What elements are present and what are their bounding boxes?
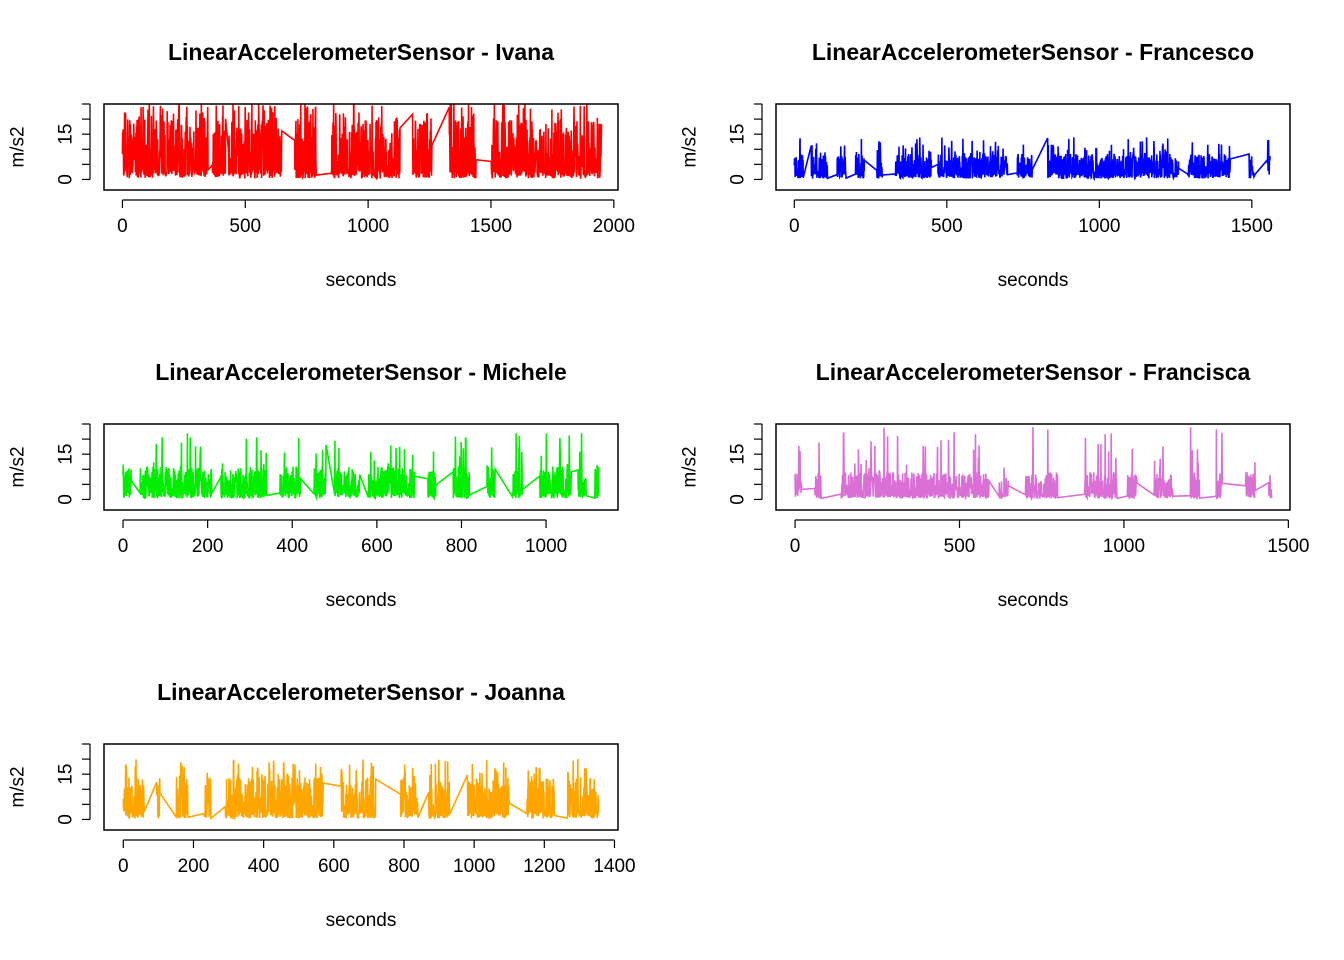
chart-title: LinearAccelerometerSensor - Francesco: [812, 39, 1254, 65]
chart-panel-4: LinearAccelerometerSensor - Francisca 0 50…: [680, 359, 1310, 611]
y-axis-label: m/s2: [8, 446, 29, 487]
x-tick-label: 1500: [1267, 536, 1309, 557]
x-tick-label: 1500: [470, 216, 512, 237]
y-axis: 0 15: [56, 743, 91, 825]
data-series-line: [794, 427, 1273, 502]
x-tick-label: 1000: [347, 216, 389, 237]
y-axis: 0 15: [728, 103, 763, 185]
x-tick-label: 1400: [593, 856, 635, 877]
data-series-line: [122, 433, 600, 502]
y-axis-label: m/s2: [8, 766, 29, 807]
y-tick-label: 0: [56, 174, 77, 185]
x-axis: 0 200 400 600 800 1000: [118, 519, 567, 557]
x-tick-label: 1200: [523, 856, 565, 877]
x-tick-label: 800: [446, 536, 478, 557]
plot-frame: [103, 743, 619, 831]
x-axis-label: seconds: [998, 270, 1069, 291]
x-tick-label: 1000: [453, 856, 495, 877]
chart-title: LinearAccelerometerSensor - Joanna: [157, 679, 565, 705]
x-axis: 0 500 1000 1500: [789, 199, 1273, 237]
y-tick-label: 0: [56, 814, 77, 825]
x-tick-label: 1500: [1231, 216, 1273, 237]
x-tick-label: 200: [178, 856, 210, 877]
x-axis: 0 500 1000 1500 2000: [117, 199, 635, 237]
panels: LinearAccelerometerSensor - Ivana 0 500 100…: [8, 39, 1310, 931]
chart-title: LinearAccelerometerSensor - Michele: [155, 359, 567, 385]
x-axis: 0 500 1000 1500: [790, 519, 1309, 557]
y-axis: 0 15: [56, 423, 91, 505]
x-tick-label: 1000: [1078, 216, 1120, 237]
x-tick-label: 800: [388, 856, 420, 877]
y-tick-label: 15: [728, 124, 749, 145]
chart-panel-1: LinearAccelerometerSensor - Ivana 0 500 100…: [8, 39, 635, 291]
x-tick-label: 600: [318, 856, 350, 877]
x-tick-label: 600: [361, 536, 393, 557]
x-tick-label: 400: [276, 536, 308, 557]
x-axis-label: seconds: [998, 590, 1069, 611]
x-tick-label: 400: [248, 856, 280, 877]
plot-frame: [103, 103, 619, 191]
data-series-line: [122, 759, 600, 821]
chart-panel-5: LinearAccelerometerSensor - Joanna 0 200 40…: [8, 679, 636, 931]
x-tick-label: 500: [944, 536, 976, 557]
x-tick-label: 0: [789, 216, 800, 237]
x-tick-label: 500: [229, 216, 261, 237]
y-axis: 0 15: [56, 103, 91, 185]
y-tick-label: 15: [56, 124, 77, 145]
plot-frame: [775, 423, 1291, 511]
x-tick-label: 0: [790, 536, 801, 557]
y-tick-label: 15: [56, 444, 77, 465]
plot-frame: [775, 103, 1291, 191]
x-tick-label: 1000: [1103, 536, 1145, 557]
y-axis-label: m/s2: [8, 126, 29, 167]
x-tick-label: 200: [192, 536, 224, 557]
x-axis-label: seconds: [326, 590, 397, 611]
y-tick-label: 15: [56, 764, 77, 785]
data-series-line: [793, 137, 1271, 182]
x-tick-label: 2000: [593, 216, 635, 237]
x-tick-label: 1000: [525, 536, 567, 557]
x-axis-label: seconds: [326, 270, 397, 291]
chart-panel-3: LinearAccelerometerSensor - Michele 0 200 4…: [8, 359, 619, 611]
chart-title: LinearAccelerometerSensor - Ivana: [168, 39, 554, 65]
y-axis-label: m/s2: [680, 446, 701, 487]
x-axis-label: seconds: [326, 910, 397, 931]
x-tick-label: 0: [118, 856, 129, 877]
chart-panel-2: LinearAccelerometerSensor - Francesco 0 50…: [680, 39, 1291, 291]
y-axis-label: m/s2: [680, 126, 701, 167]
y-tick-label: 0: [728, 174, 749, 185]
x-axis: 0 200 400 600 800 1000 1200 1400: [118, 839, 636, 877]
y-axis: 0 15: [728, 423, 763, 505]
data-series-line: [121, 104, 603, 181]
x-tick-label: 500: [931, 216, 963, 237]
y-tick-label: 0: [728, 494, 749, 505]
y-tick-label: 15: [728, 444, 749, 465]
y-tick-label: 0: [56, 494, 77, 505]
x-tick-label: 0: [117, 216, 128, 237]
x-tick-label: 0: [118, 536, 129, 557]
plot-frame: [103, 423, 619, 511]
chart-title: LinearAccelerometerSensor - Francisca: [816, 359, 1251, 385]
